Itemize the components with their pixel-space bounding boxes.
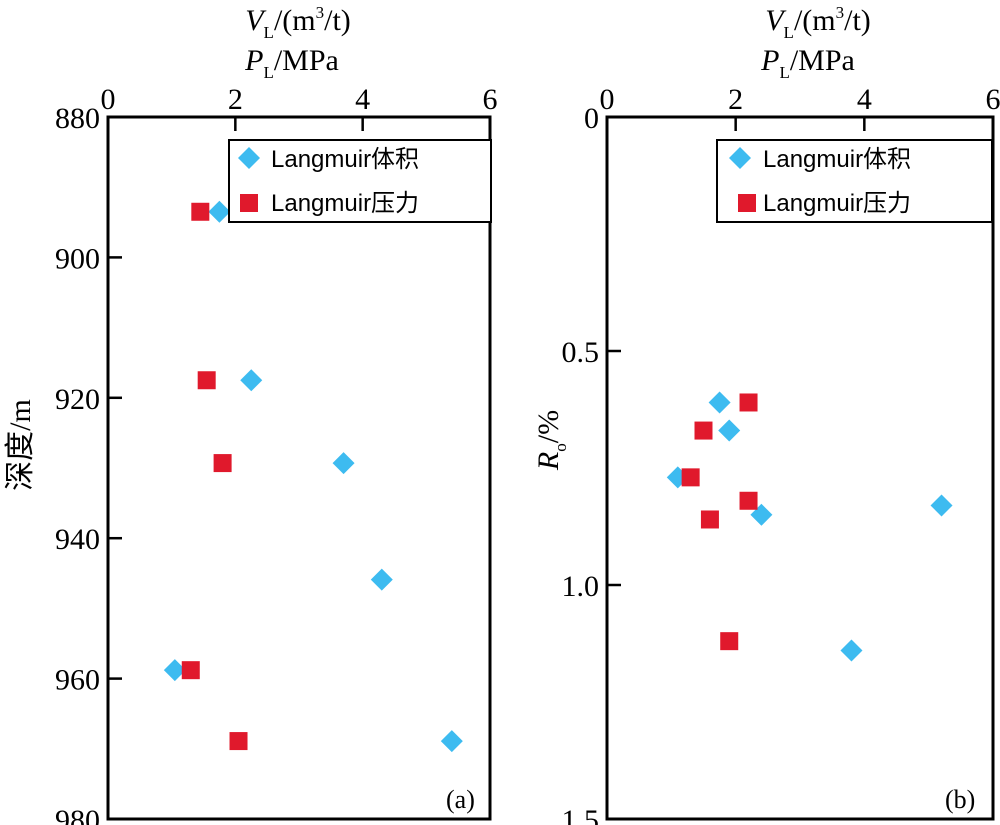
plot-frame	[106, 115, 492, 821]
legend-label-volume: Langmuir体积	[271, 146, 419, 173]
langmuir-pressure-point	[229, 732, 248, 751]
x-tick-label: 0	[600, 83, 615, 116]
y-tick-label: 880	[55, 102, 100, 135]
x-title-v-superscript: 3	[316, 3, 325, 22]
x-title-p-unit: /MPa	[790, 44, 855, 77]
legend: Langmuir体积 Langmuir压力	[716, 139, 993, 223]
legend-square-icon	[738, 194, 756, 212]
x-title-v-symbol: V	[245, 4, 267, 37]
y-tick-label: 920	[55, 383, 100, 416]
x-tick-labels: 0 2 4 6	[600, 83, 1000, 116]
y-tick-label: 980	[55, 804, 100, 825]
legend: Langmuir体积 Langmuir压力	[228, 139, 492, 223]
langmuir-pressure-point	[181, 661, 200, 680]
legend-label-pressure: Langmuir压力	[763, 190, 911, 217]
langmuir-volume-point	[163, 659, 186, 682]
langmuir-volume-point	[370, 568, 393, 591]
langmuir-volume-point	[840, 639, 863, 662]
panel-label: (a)	[446, 785, 475, 814]
panel-label: (b)	[945, 785, 975, 814]
x-tick-labels: 0 2 4 6	[101, 83, 498, 116]
y-axis-title: 深度/m	[4, 399, 37, 491]
langmuir-volume-point	[440, 730, 463, 753]
panel-a: VL/(m3/t) PL/MPa 深度/m 0 2 4 6 880 900 92…	[4, 3, 498, 825]
y-tick-label: 1.5	[562, 804, 600, 825]
data-points	[666, 391, 953, 662]
x-axis-title-line2: PL/MPa	[760, 44, 855, 82]
y-tick-label: 940	[55, 523, 100, 556]
x-axis-title-line1: VL/(m3/t)	[765, 3, 871, 42]
langmuir-volume-point	[930, 494, 953, 517]
x-title-v-unit-end: /t)	[324, 4, 351, 37]
legend-diamond-icon	[729, 147, 751, 169]
x-title-p-subscript: L	[779, 63, 789, 82]
legend-box	[228, 139, 492, 223]
y-tick-label: 0.5	[562, 336, 600, 369]
x-title-v-superscript: 3	[836, 3, 845, 22]
langmuir-pressure-point	[700, 510, 719, 529]
langmuir-volume-point	[208, 200, 231, 223]
x-title-v-unit-start: /(m	[274, 4, 316, 37]
plot-frame	[605, 115, 995, 821]
x-title-v-symbol: V	[765, 4, 787, 37]
legend-label-volume: Langmuir体积	[763, 146, 911, 173]
x-tick-label: 2	[228, 83, 243, 116]
langmuir-pressure-point	[739, 491, 758, 510]
y-tick-label: 0	[584, 102, 599, 135]
x-title-v-unit-start: /(m	[794, 4, 836, 37]
x-tick-label: 0	[101, 83, 116, 116]
x-tick-label: 6	[483, 83, 498, 116]
y-tick-label: 900	[55, 242, 100, 275]
x-title-v-unit-end: /t)	[844, 4, 871, 37]
legend-diamond-icon	[238, 147, 260, 169]
langmuir-pressure-point	[197, 371, 216, 390]
x-title-p-unit: /MPa	[274, 44, 339, 77]
langmuir-volume-point	[240, 369, 263, 392]
y-title-r-subscript: o	[551, 443, 570, 452]
x-title-v-subscript: L	[264, 23, 274, 42]
y-title-r-symbol: R	[532, 452, 565, 471]
legend-square-icon	[240, 194, 258, 212]
langmuir-pressure-point	[681, 468, 700, 487]
panel-b: VL/(m3/t) PL/MPa Ro/% 0 2 4 6 0 0.5 1.0 …	[532, 3, 1000, 825]
langmuir-volume-point	[718, 419, 741, 442]
x-axis-title-line1: VL/(m3/t)	[245, 3, 351, 42]
x-tick-label: 4	[355, 83, 370, 116]
langmuir-pressure-point	[694, 421, 713, 440]
x-axis-title-line2: PL/MPa	[244, 44, 339, 82]
langmuir-pressure-point	[191, 202, 210, 221]
y-tick-labels: 880 900 920 940 960 980	[55, 102, 100, 825]
x-tick-label: 6	[986, 83, 1000, 116]
langmuir-pressure-point	[213, 454, 232, 473]
langmuir-volume-point	[332, 452, 355, 475]
y-axis-title: Ro/%	[532, 410, 570, 471]
x-title-p-subscript: L	[263, 63, 273, 82]
legend-label-pressure: Langmuir压力	[271, 190, 419, 217]
y-title-r-unit: /%	[532, 410, 565, 443]
langmuir-pressure-point	[739, 393, 758, 412]
y-tick-label: 960	[55, 664, 100, 697]
y-tick-label: 1.0	[562, 570, 600, 603]
langmuir-volume-point	[708, 391, 731, 414]
data-points	[163, 200, 463, 753]
y-tick-labels: 0 0.5 1.0 1.5	[562, 102, 600, 825]
x-tick-label: 4	[857, 83, 872, 116]
legend-box	[716, 139, 993, 223]
x-title-v-subscript: L	[784, 23, 794, 42]
langmuir-pressure-point	[720, 632, 739, 651]
x-title-p-symbol: P	[244, 44, 263, 77]
x-tick-label: 2	[728, 83, 743, 116]
x-title-p-symbol: P	[760, 44, 779, 77]
